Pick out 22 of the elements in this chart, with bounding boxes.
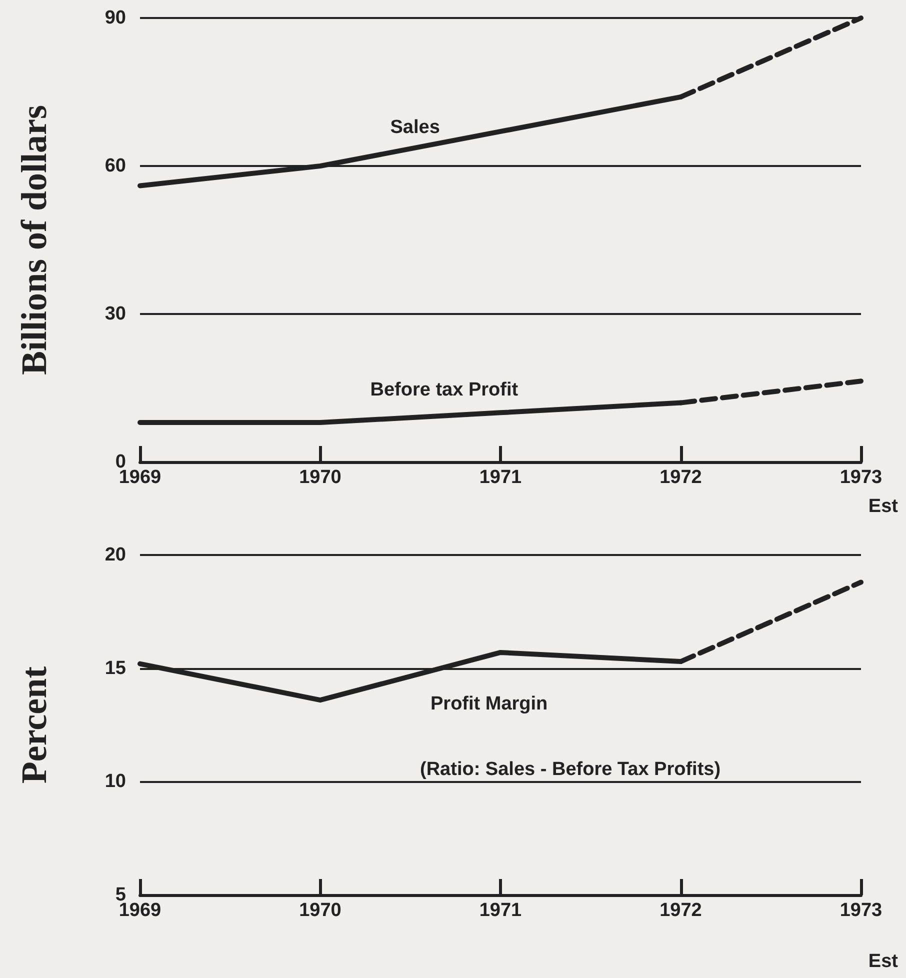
series-label: Profit Margin [430, 693, 548, 714]
y-tick-label: 30 [104, 304, 126, 324]
y-tick-label: 20 [104, 544, 126, 566]
y-tick-label: 10 [104, 771, 126, 792]
x-tick-label: 1971 [479, 467, 522, 488]
y-tick-label: 15 [104, 658, 126, 679]
y-tick-label: 60 [104, 156, 126, 176]
y-tick-label: 90 [104, 8, 126, 28]
y-axis-title: Percent [14, 666, 54, 784]
series-label: Sales [390, 117, 440, 138]
x-tick-label: 1973 [840, 467, 882, 488]
text: Est [868, 951, 899, 972]
x-tick-label: 1972 [660, 467, 702, 488]
annotation: (Ratio: Sales - Before Tax Profits) [420, 759, 721, 780]
y-axis-title: Billions of dollars [14, 104, 54, 376]
x-tick-label: 1970 [299, 467, 342, 488]
text: Est [868, 496, 899, 517]
x-tick-label: 1970 [299, 900, 342, 921]
x-tick-label: 1971 [479, 900, 522, 921]
series-label: Before tax Profit [370, 380, 519, 401]
x-tick-label: 1972 [660, 900, 702, 921]
x-tick-label: 1973 [840, 900, 882, 921]
